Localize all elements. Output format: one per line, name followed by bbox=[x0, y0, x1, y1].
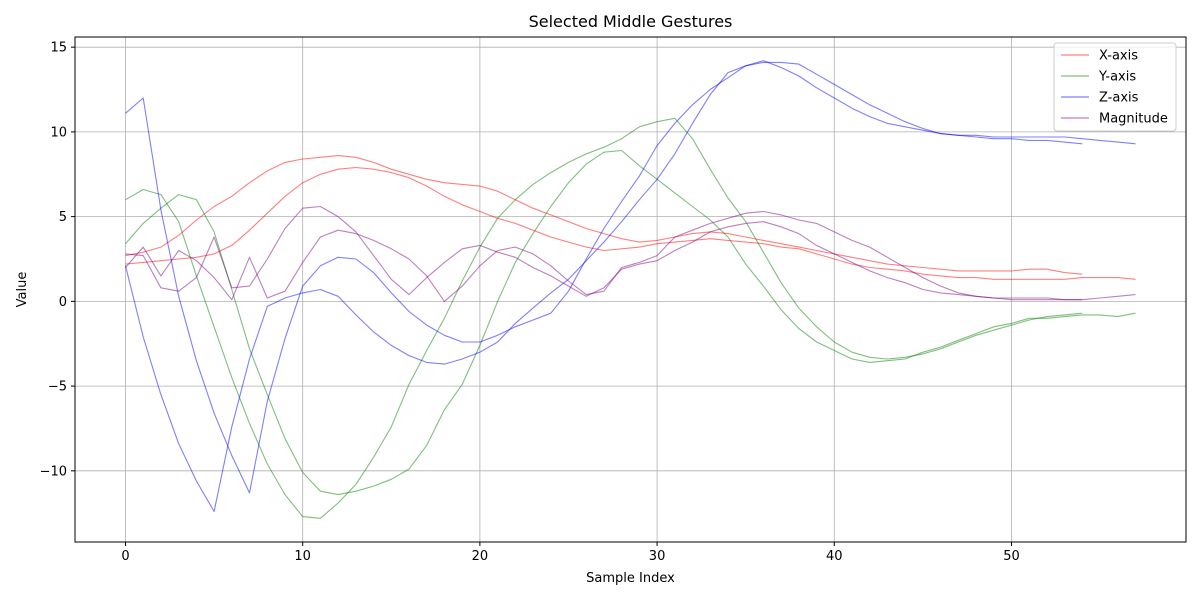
y-tick-label: 10 bbox=[50, 125, 67, 140]
legend-box bbox=[1053, 42, 1177, 132]
series-line-x-axis-1 bbox=[125, 166, 1136, 280]
series-lines bbox=[124, 60, 1136, 519]
series-line-x-axis-0 bbox=[125, 155, 1083, 275]
series-line-z-axis-5 bbox=[124, 60, 1083, 513]
legend-label: X-axis bbox=[1099, 49, 1138, 64]
y-tick-label: 0 bbox=[59, 295, 67, 310]
x-tick-label: 30 bbox=[649, 549, 666, 564]
x-axis-label: Sample Index bbox=[586, 571, 675, 586]
legend-label: Magnitude bbox=[1099, 112, 1168, 127]
axis-ticks: 0 10 20 30 40 50 −10 −5 0 5 10 15 bbox=[40, 41, 1020, 564]
y-tick-label: −5 bbox=[48, 380, 67, 395]
x-tick-label: 50 bbox=[1003, 549, 1020, 564]
y-tick-label: 15 bbox=[50, 41, 67, 56]
x-tick-label: 20 bbox=[472, 549, 489, 564]
legend-label: Z-axis bbox=[1099, 91, 1139, 106]
legend-label: Y-axis bbox=[1098, 70, 1136, 85]
y-tick-label: 5 bbox=[59, 210, 67, 225]
y-axis-label: Value bbox=[15, 272, 30, 308]
x-tick-label: 0 bbox=[121, 549, 129, 564]
y-tick-label: −10 bbox=[40, 464, 67, 479]
series-line-z-axis-4 bbox=[125, 61, 1136, 494]
legend: X-axis Y-axis Z-axis Magnitude bbox=[1053, 42, 1177, 132]
chart-title: Selected Middle Gestures bbox=[529, 12, 733, 31]
plot-frame bbox=[74, 36, 1187, 543]
x-tick-label: 10 bbox=[294, 549, 311, 564]
series-line-magnitude-6 bbox=[125, 210, 1083, 302]
series-line-y-axis-2 bbox=[125, 117, 1083, 519]
grid-lines bbox=[75, 37, 1186, 542]
series-line-magnitude-7 bbox=[125, 205, 1136, 301]
x-tick-label: 40 bbox=[826, 549, 843, 564]
series-line-y-axis-3 bbox=[125, 149, 1136, 496]
